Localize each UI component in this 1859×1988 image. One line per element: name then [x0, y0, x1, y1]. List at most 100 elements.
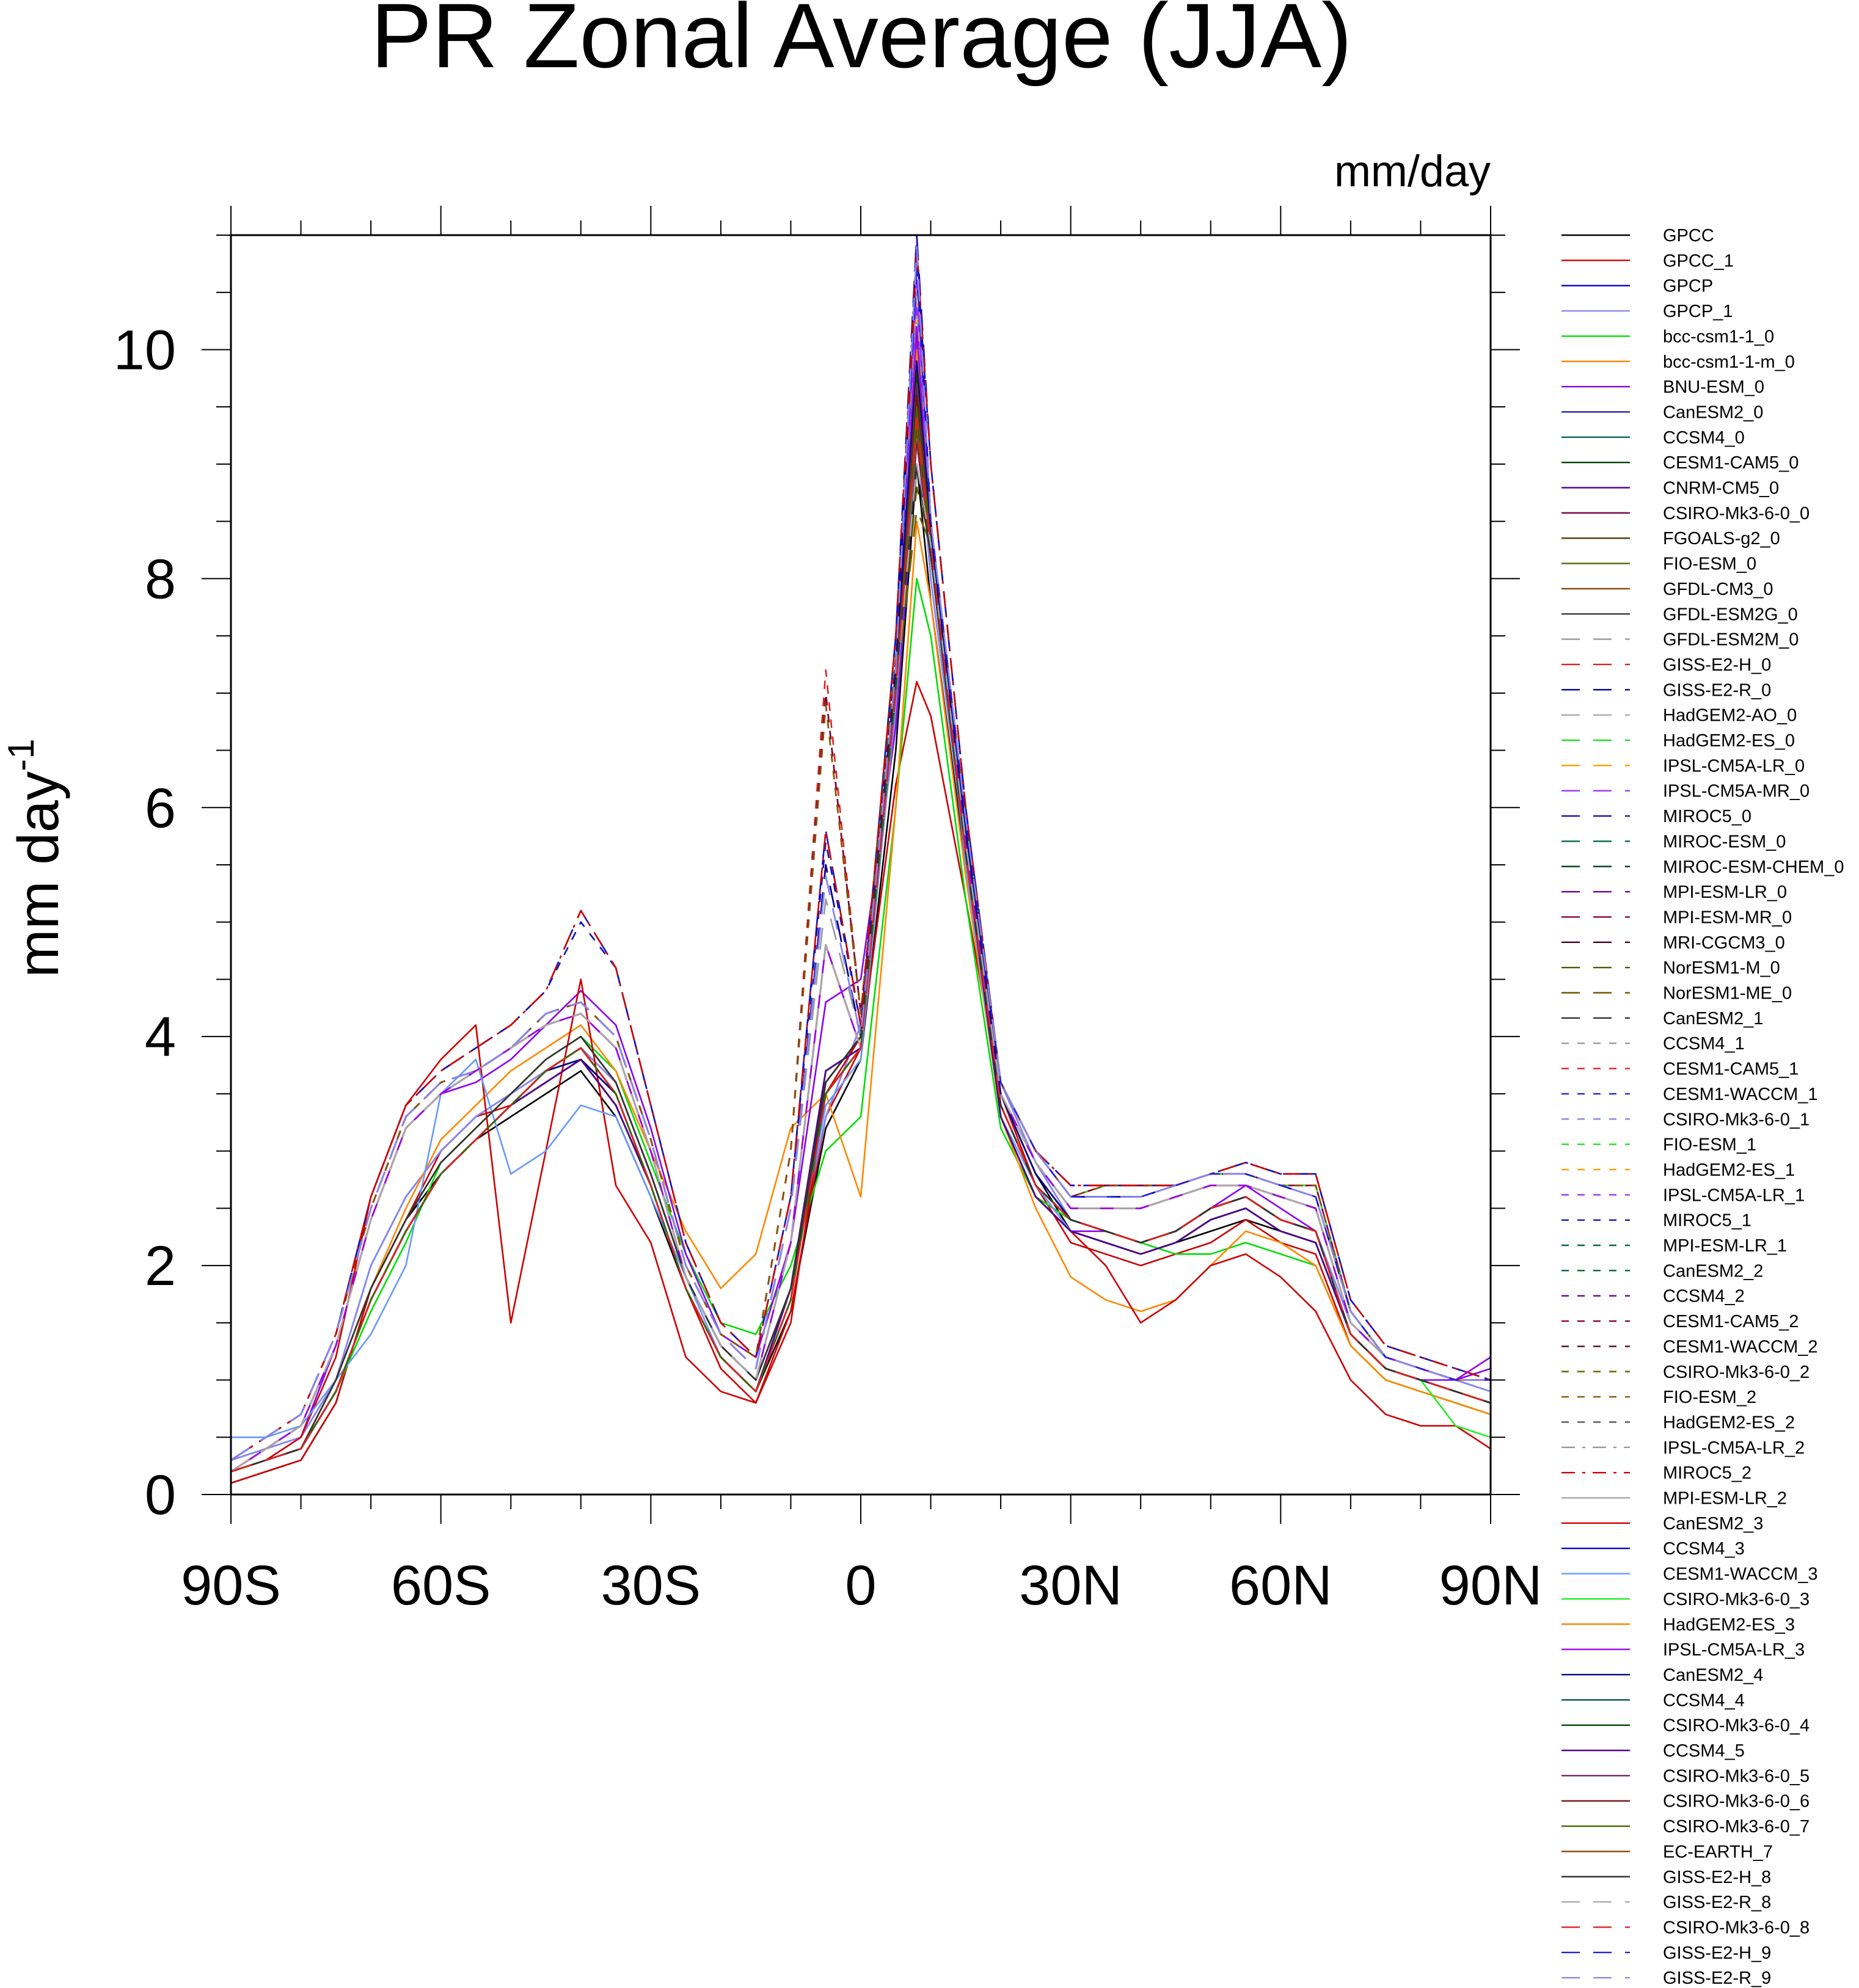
legend-entry-csiro-mk3-6-0-8: CSIRO-Mk3-6-0_8: [1561, 1918, 1810, 1937]
legend-entry-ipsl-cm5a-lr-1: IPSL-CM5A-LR_1: [1561, 1185, 1805, 1205]
legend-entry-cesm1-waccm-2: CESM1-WACCM_2: [1561, 1337, 1818, 1356]
legend-label: GPCC_1: [1663, 251, 1734, 271]
legend-label: CESM1-WACCM_2: [1663, 1337, 1818, 1356]
legend-entry-gfdl-esm2m-0: GFDL-ESM2M_0: [1561, 630, 1799, 650]
legend-entry-miroc-esm-0: MIROC-ESM_0: [1561, 832, 1786, 851]
legend-entry-gpcp: GPCP: [1561, 277, 1713, 296]
legend-label: CESM1-CAM5_0: [1663, 453, 1799, 473]
legend-entry-gpcp-1: GPCP_1: [1561, 302, 1733, 321]
legend-entry-ccsm4-2: CCSM4_2: [1561, 1287, 1745, 1306]
legend-entry-giss-e2-r-9: GISS-E2-R_9: [1561, 1968, 1771, 1988]
legend-label: NorESM1-ME_0: [1663, 984, 1792, 1003]
legend-label: CSIRO-Mk3-6-0_7: [1663, 1817, 1810, 1837]
legend-label: IPSL-CM5A-LR_2: [1663, 1438, 1805, 1458]
legend-entry-csiro-mk3-6-0-0: CSIRO-Mk3-6-0_0: [1561, 504, 1810, 523]
legend-label: CSIRO-Mk3-6-0_3: [1663, 1590, 1810, 1609]
y-tick-label: 8: [145, 548, 176, 610]
legend-entry-cnrm-cm5-0: CNRM-CM5_0: [1561, 479, 1779, 498]
legend-label: CNRM-CM5_0: [1663, 479, 1779, 498]
legend-entry-canesm2-3: CanESM2_3: [1561, 1514, 1763, 1534]
legend-label: bcc-csm1-1-m_0: [1663, 352, 1795, 372]
legend-label: CanESM2_1: [1663, 1009, 1763, 1029]
legend-entry-ccsm4-3: CCSM4_3: [1561, 1539, 1745, 1559]
legend-entry-miroc-esm-chem-0: MIROC-ESM-CHEM_0: [1561, 857, 1844, 877]
legend-entry-csiro-mk3-6-0-2: CSIRO-Mk3-6-0_2: [1561, 1363, 1810, 1382]
legend-entry-mri-cgcm3-0: MRI-CGCM3_0: [1561, 933, 1785, 953]
legend-label: FIO-ESM_1: [1663, 1135, 1756, 1155]
x-tick-label: 90N: [1439, 1554, 1543, 1617]
y-tick-label: 0: [145, 1464, 176, 1526]
legend-entry-csiro-mk3-6-0-5: CSIRO-Mk3-6-0_5: [1561, 1766, 1810, 1786]
legend-entry-canesm2-2: CanESM2_2: [1561, 1261, 1763, 1281]
series-layer: [230, 234, 1491, 1484]
x-tick-label: 60N: [1229, 1554, 1332, 1617]
legend-entry-csiro-mk3-6-0-4: CSIRO-Mk3-6-0_4: [1561, 1716, 1810, 1736]
legend-label: MPI-ESM-LR_1: [1663, 1236, 1787, 1256]
legend-label: CanESM2_2: [1663, 1261, 1763, 1281]
legend-entry-csiro-mk3-6-0-3: CSIRO-Mk3-6-0_3: [1561, 1590, 1810, 1609]
legend-entry-canesm2-0: CanESM2_0: [1561, 402, 1763, 422]
y-axis-label: mm day-1: [1, 738, 71, 977]
legend-label: MIROC-ESM-CHEM_0: [1663, 857, 1844, 877]
legend-label: GISS-E2-H_9: [1663, 1943, 1771, 1963]
legend-label: HadGEM2-AO_0: [1663, 706, 1797, 726]
legend-label: MRI-CGCM3_0: [1663, 933, 1785, 953]
y-axis-label-superscript: -1: [1, 738, 42, 771]
legend-label: IPSL-CM5A-LR_3: [1663, 1640, 1805, 1660]
y-tick-label: 10: [114, 319, 176, 381]
legend: GPCC GPCC_1 GPCP GPCP_1 bcc-csm1-1_0 bcc-csm1…: [1561, 226, 1844, 1988]
legend-label: CSIRO-Mk3-6-0_4: [1663, 1716, 1810, 1736]
y-tick-label: 2: [145, 1235, 176, 1297]
legend-label: CanESM2_4: [1663, 1666, 1763, 1685]
legend-entry-ec-earth-7: EC-EARTH_7: [1561, 1842, 1773, 1862]
legend-entry-canesm2-4: CanESM2_4: [1561, 1666, 1763, 1685]
legend-entry-noresm1-me-0: NorESM1-ME_0: [1561, 984, 1792, 1003]
y-axis-label-text: mm day: [6, 771, 71, 977]
legend-label: GFDL-ESM2M_0: [1663, 630, 1799, 650]
legend-entry-cesm1-waccm-3: CESM1-WACCM_3: [1561, 1565, 1818, 1584]
legend-label: CSIRO-Mk3-6-0_8: [1663, 1918, 1810, 1937]
legend-entry-mpi-esm-lr-1: MPI-ESM-LR_1: [1561, 1236, 1787, 1256]
legend-label: GPCP: [1663, 277, 1713, 296]
legend-label: CSIRO-Mk3-6-0_6: [1663, 1792, 1810, 1811]
legend-entry-cesm1-cam5-2: CESM1-CAM5_2: [1561, 1312, 1799, 1331]
legend-entry-bcc-csm1-1-m-0: bcc-csm1-1-m_0: [1561, 352, 1795, 372]
legend-entry-fgoals-g2-0: FGOALS-g2_0: [1561, 529, 1780, 548]
legend-label: CanESM2_3: [1663, 1514, 1763, 1534]
legend-label: GISS-E2-R_0: [1663, 680, 1771, 700]
legend-label: MPI-ESM-LR_2: [1663, 1489, 1787, 1509]
legend-label: GISS-E2-R_8: [1663, 1893, 1771, 1912]
legend-label: HadGEM2-ES_3: [1663, 1615, 1795, 1634]
legend-label: CCSM4_5: [1663, 1741, 1745, 1761]
legend-label: CESM1-WACCM_3: [1663, 1565, 1818, 1584]
legend-label: CSIRO-Mk3-6-0_1: [1663, 1110, 1810, 1129]
x-tick-label: 30S: [601, 1554, 701, 1617]
legend-label: NorESM1-M_0: [1663, 958, 1780, 978]
series-line-bcc-csm1-1-m-0: [230, 520, 1491, 1473]
legend-entry-ccsm4-0: CCSM4_0: [1561, 428, 1745, 448]
legend-entry-gfdl-cm3-0: GFDL-CM3_0: [1561, 580, 1773, 599]
units-label: mm/day: [1334, 147, 1491, 196]
legend-entry-bnu-esm-0: BNU-ESM_0: [1561, 377, 1764, 397]
series-line-miroc5-2: [230, 246, 1491, 1461]
legend-label: IPSL-CM5A-LR_1: [1663, 1185, 1805, 1205]
legend-entry-mpi-esm-lr-2: MPI-ESM-LR_2: [1561, 1489, 1787, 1509]
legend-label: CSIRO-Mk3-6-0_5: [1663, 1766, 1810, 1786]
legend-label: GPCC: [1663, 226, 1714, 246]
legend-label: CESM1-WACCM_1: [1663, 1085, 1818, 1104]
legend-entry-fio-esm-1: FIO-ESM_1: [1561, 1135, 1756, 1155]
legend-label: EC-EARTH_7: [1663, 1842, 1773, 1862]
legend-label: CCSM4_4: [1663, 1691, 1745, 1710]
legend-entry-cesm1-cam5-0: CESM1-CAM5_0: [1561, 453, 1799, 473]
legend-entry-hadgem2-es-1: HadGEM2-ES_1: [1561, 1160, 1795, 1180]
legend-label: HadGEM2-ES_0: [1663, 731, 1795, 751]
legend-entry-fio-esm-2: FIO-ESM_2: [1561, 1388, 1756, 1407]
legend-label: GISS-E2-R_9: [1663, 1968, 1771, 1988]
x-tick-label: 90S: [181, 1554, 281, 1617]
legend-label: CCSM4_2: [1663, 1287, 1745, 1306]
legend-label: GFDL-CM3_0: [1663, 580, 1773, 599]
legend-label: FIO-ESM_0: [1663, 555, 1756, 574]
legend-entry-giss-e2-r-8: GISS-E2-R_8: [1561, 1893, 1771, 1912]
legend-label: MIROC5_2: [1663, 1463, 1751, 1483]
